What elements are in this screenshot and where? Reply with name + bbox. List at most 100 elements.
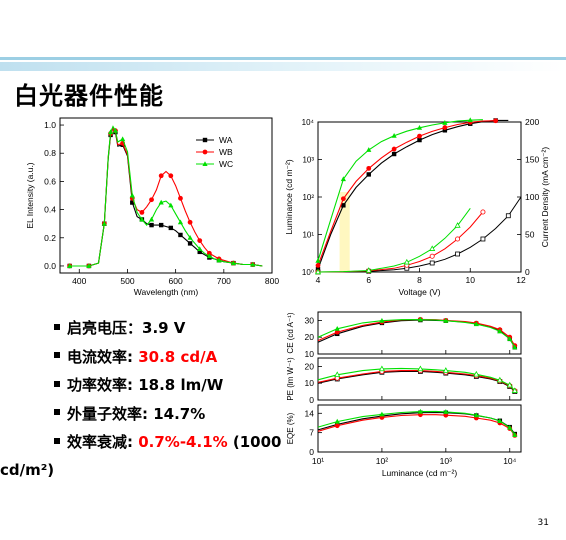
bullet-value: 0.7%-4.1%	[138, 433, 228, 451]
bullet-value: 14.7%	[153, 404, 206, 423]
eff-data-point	[334, 423, 340, 429]
el-series-line-wc	[69, 125, 263, 267]
lv-luminance-point	[442, 120, 448, 125]
eff-data-point	[417, 368, 423, 374]
eff-data-point	[512, 432, 518, 437]
eff-data-point	[379, 368, 385, 374]
eff-data-point	[379, 320, 385, 326]
lv-current-point	[480, 209, 486, 215]
el-data-point	[197, 249, 202, 255]
eff-data-point	[474, 321, 479, 326]
eff-data-point	[443, 318, 449, 323]
eff-data-point	[334, 375, 340, 381]
el-data-point	[168, 225, 174, 231]
lv-current-point	[315, 269, 321, 275]
bullet-current-efficiency: 电流效率: 30.8 cd/A	[54, 343, 294, 372]
lv-luminance-point	[366, 165, 372, 171]
el-data-point	[107, 129, 114, 135]
eff-data-point	[443, 369, 449, 375]
page-number: 31	[537, 518, 549, 528]
square-bullet-icon	[54, 323, 60, 330]
el-y-tick-label: 0.2	[44, 233, 56, 243]
el-data-point	[250, 261, 256, 267]
eff-y-tick-label: 30	[305, 315, 315, 325]
eff-data-point	[473, 373, 479, 379]
el-legend-marker	[202, 149, 208, 155]
lv-y-axis-label: Luminance (cd m⁻²)	[284, 159, 294, 235]
el-data-point	[101, 220, 107, 226]
lv-current-line-wc	[317, 208, 471, 273]
el-data-point	[197, 238, 203, 243]
el-data-point	[67, 263, 73, 268]
eff-data-point	[497, 418, 503, 423]
lv-luminance-point	[340, 176, 346, 182]
el-legend-marker	[202, 161, 208, 166]
el-data-point	[197, 246, 203, 252]
lv-luminance-point	[315, 266, 321, 272]
eff-data-point	[507, 383, 513, 389]
el-data-point	[102, 221, 107, 226]
lv-y-tick-label: 10¹	[302, 231, 314, 240]
el-data-point	[177, 219, 184, 225]
bullet-label: 启亮电压：	[67, 319, 143, 337]
bullet-efficiency-rolloff: 效率衰减: 0.7%-4.1% (1000 cd/m²)	[0, 428, 294, 484]
el-x-tick-label: 800	[265, 276, 279, 286]
lv-luminance-point	[315, 257, 321, 263]
lv-y2-axis-label: Current Density (mA cm⁻²)	[540, 147, 550, 248]
eff-data-point	[417, 369, 423, 374]
el-data-point	[168, 173, 174, 179]
eff-data-point	[378, 365, 385, 372]
bullet-label: 效率衰减:	[67, 433, 139, 451]
el-series-line-wa	[69, 126, 263, 267]
el-data-point	[108, 132, 113, 138]
eff-x-tick-label: 10³	[440, 456, 452, 466]
eff-data-point	[473, 321, 479, 327]
el-data-point	[187, 234, 193, 240]
el-y-tick-label: 0.8	[44, 148, 56, 158]
el-y-axis-label: EL Intensity (a.u.)	[25, 162, 35, 228]
el-data-point	[112, 127, 119, 133]
el-data-point	[120, 136, 126, 142]
eff-data-point	[443, 410, 449, 415]
eff-data-point	[473, 374, 479, 379]
bullet-label: 外量子效率:	[67, 404, 154, 423]
eff-data-point	[417, 365, 424, 372]
lv-y2-tick-label: 0	[525, 267, 530, 277]
eff-data-point	[443, 317, 449, 323]
eff-y-tick-label: 10	[305, 349, 315, 359]
eff-data-point	[334, 326, 340, 331]
eff-x-axis-label: Luminance (cd m⁻²)	[382, 468, 458, 478]
el-data-point	[130, 200, 135, 205]
bullet-turn-on-voltage: 启亮电压：3.9 V	[54, 314, 294, 343]
el-data-point	[86, 263, 92, 269]
eff-panel-frame	[317, 311, 522, 355]
eff-data-point	[417, 316, 423, 322]
eff-data-point	[443, 318, 449, 323]
eff-data-point	[334, 418, 340, 424]
lv-x-tick-label: 8	[417, 275, 422, 285]
eff-data-point	[507, 336, 512, 342]
lv-luminance-point	[493, 118, 499, 124]
lv-y-tick-label: 10³	[302, 156, 314, 165]
bullet-value: 3.9 V	[142, 319, 186, 337]
lv-x-axis-label: Voltage (V)	[398, 287, 440, 297]
eff-panel-frame	[317, 357, 522, 401]
eff-series-line-wa	[317, 319, 516, 348]
el-data-point	[113, 128, 118, 134]
el-data-point	[149, 222, 154, 228]
el-data-point	[207, 255, 212, 260]
el-y-tick-label: 1.0	[44, 120, 56, 130]
lv-luminance-point	[315, 262, 321, 268]
el-data-point	[187, 241, 193, 246]
lv-y2-tick-label: 200	[525, 117, 539, 127]
lv-x-tick-label: 4	[316, 275, 321, 285]
eff-data-point	[474, 413, 479, 418]
lv-luminance-point	[417, 137, 422, 143]
lv-y-tick-label: 10⁴	[302, 118, 315, 127]
el-data-point	[230, 260, 237, 266]
lv-luminance-point	[416, 125, 423, 130]
eff-data-point	[507, 384, 513, 389]
eff-data-point	[512, 388, 518, 394]
eff-data-point	[443, 412, 449, 418]
eff-data-point	[379, 413, 385, 419]
